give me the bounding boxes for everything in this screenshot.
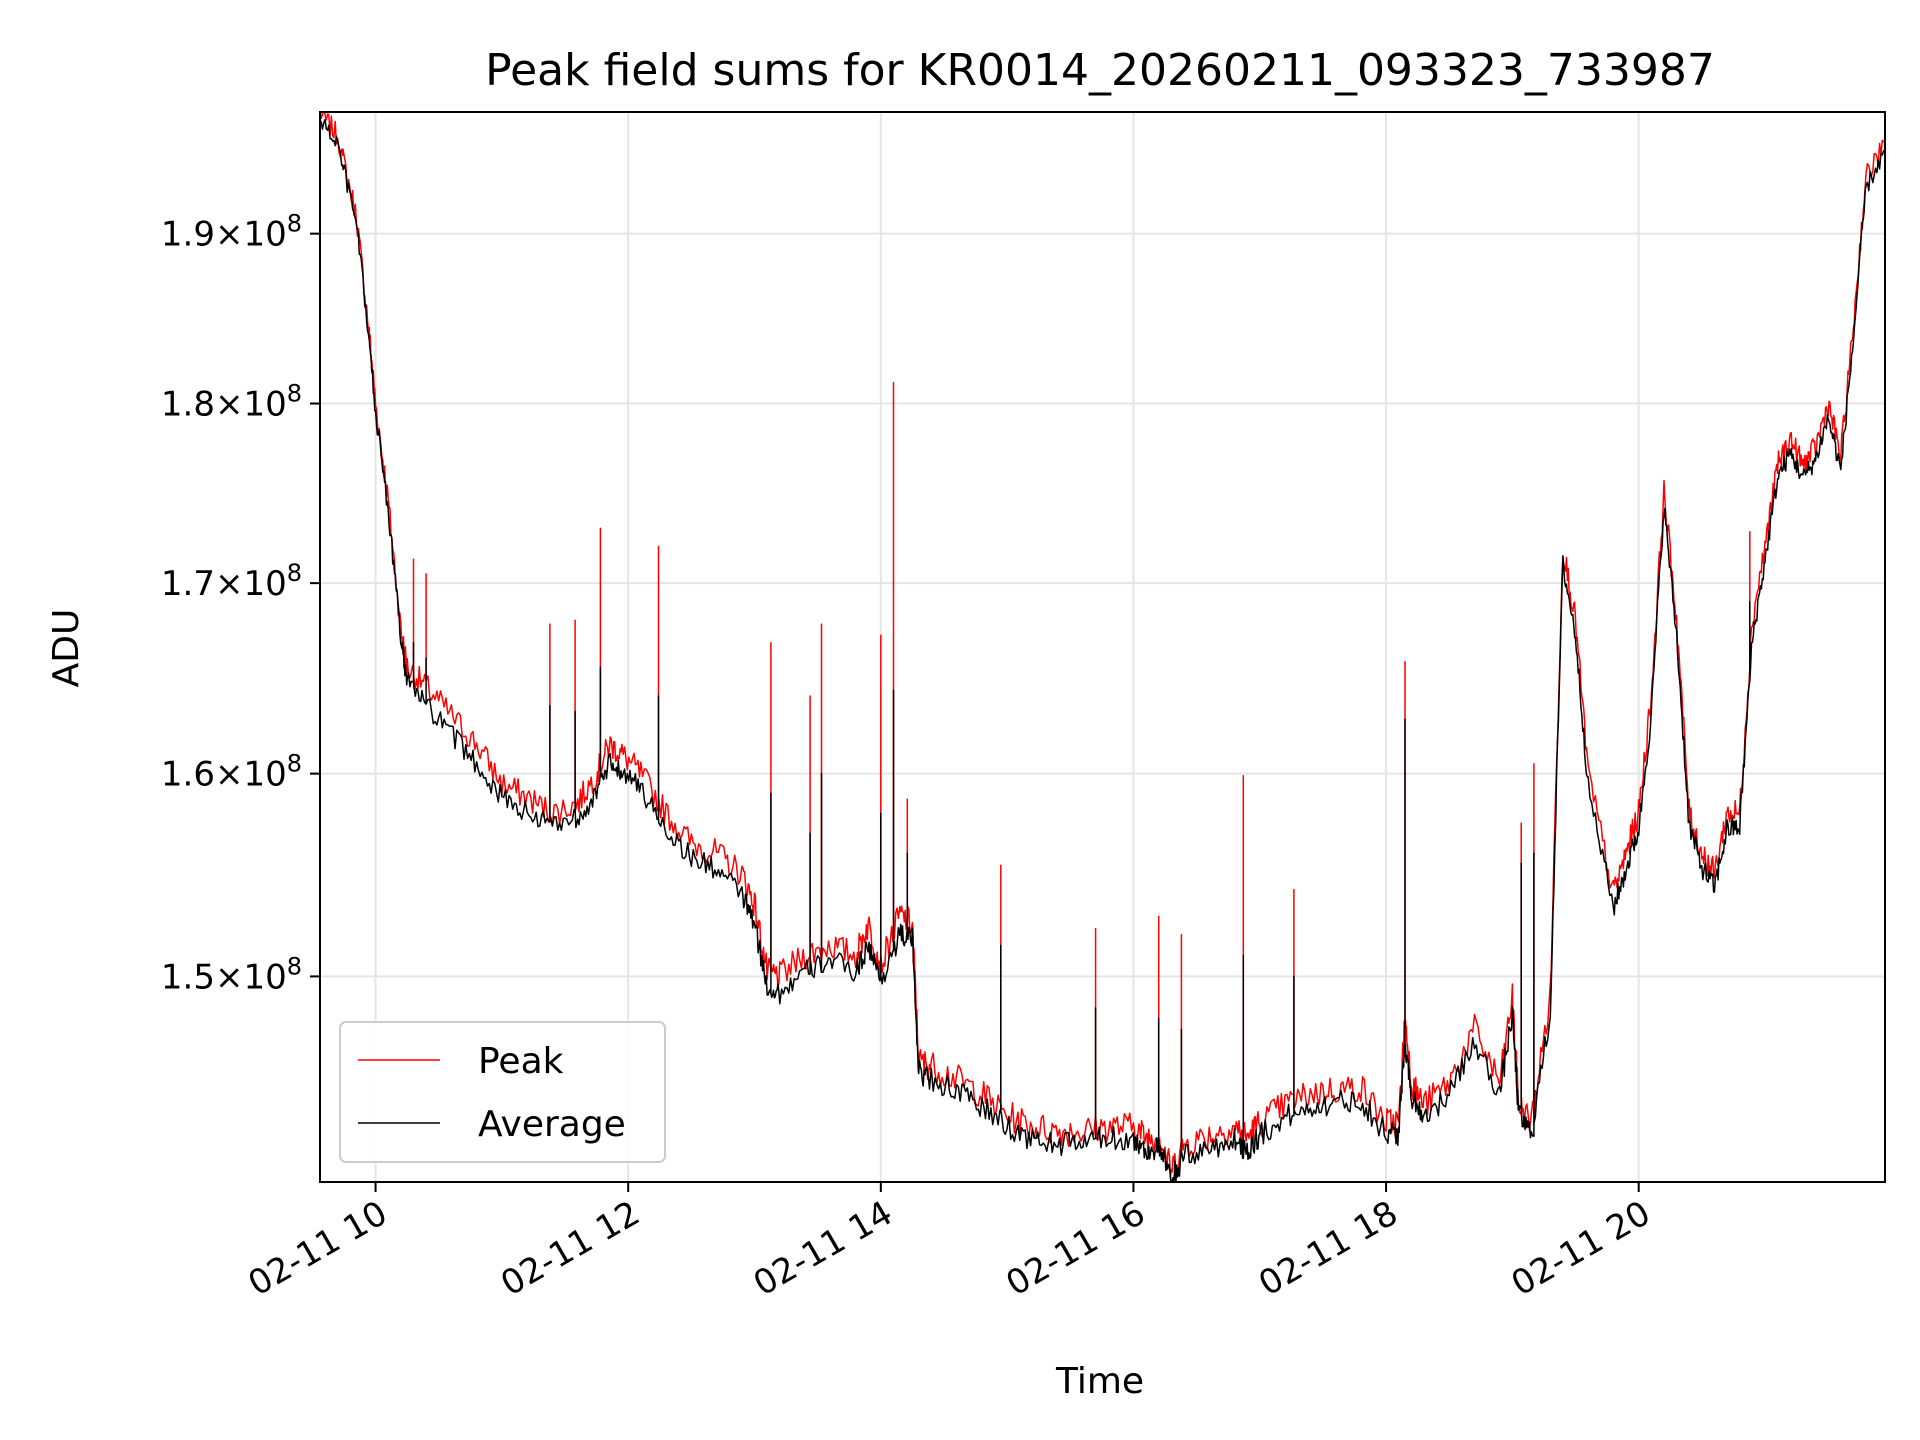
y-tick-label: 1.7×108 (161, 559, 302, 604)
y-tick-label: 1.8×108 (161, 380, 302, 425)
x-axis-label: Time (1055, 1361, 1144, 1402)
y-tick-label: 1.6×108 (161, 750, 302, 795)
y-tick-mantissa: 1.7 (161, 564, 215, 604)
y-tick-base: 10 (243, 564, 286, 604)
y-tick-times-sign: × (215, 564, 244, 604)
y-tick-times-sign: × (215, 957, 244, 997)
legend-box (339, 1021, 666, 1163)
y-tick-label: 1.9×108 (161, 210, 302, 255)
y-tick-base: 10 (243, 755, 286, 795)
y-tick-mantissa: 1.6 (161, 755, 215, 795)
y-tick-exponent: 8 (287, 952, 302, 980)
plot-frame (319, 111, 1886, 1183)
y-tick-exponent: 8 (287, 210, 302, 238)
y-tick-mantissa: 1.9 (161, 215, 215, 255)
y-tick-exponent: 8 (287, 380, 302, 408)
legend-label-average: Average (478, 1104, 626, 1145)
legend-label-peak: Peak (478, 1041, 564, 1082)
y-tick-exponent: 8 (287, 750, 302, 778)
y-tick-exponent: 8 (287, 559, 302, 587)
chart-title: Peak field sums for KR0014_20260211_0933… (485, 45, 1715, 96)
y-tick-base: 10 (243, 385, 286, 425)
y-tick-times-sign: × (215, 215, 244, 255)
y-tick-base: 10 (243, 215, 286, 255)
series-line-average (320, 118, 1885, 1182)
y-tick-times-sign: × (215, 385, 244, 425)
legend: Peak Average (339, 1021, 666, 1163)
series-layer (320, 112, 1885, 1182)
y-tick-times-sign: × (215, 755, 244, 795)
y-tick-label: 1.5×108 (161, 952, 302, 997)
y-tick-mantissa: 1.5 (161, 957, 215, 997)
y-tick-mantissa: 1.8 (161, 385, 215, 425)
y-axis-label: ADU (46, 609, 87, 688)
y-tick-base: 10 (243, 957, 286, 997)
